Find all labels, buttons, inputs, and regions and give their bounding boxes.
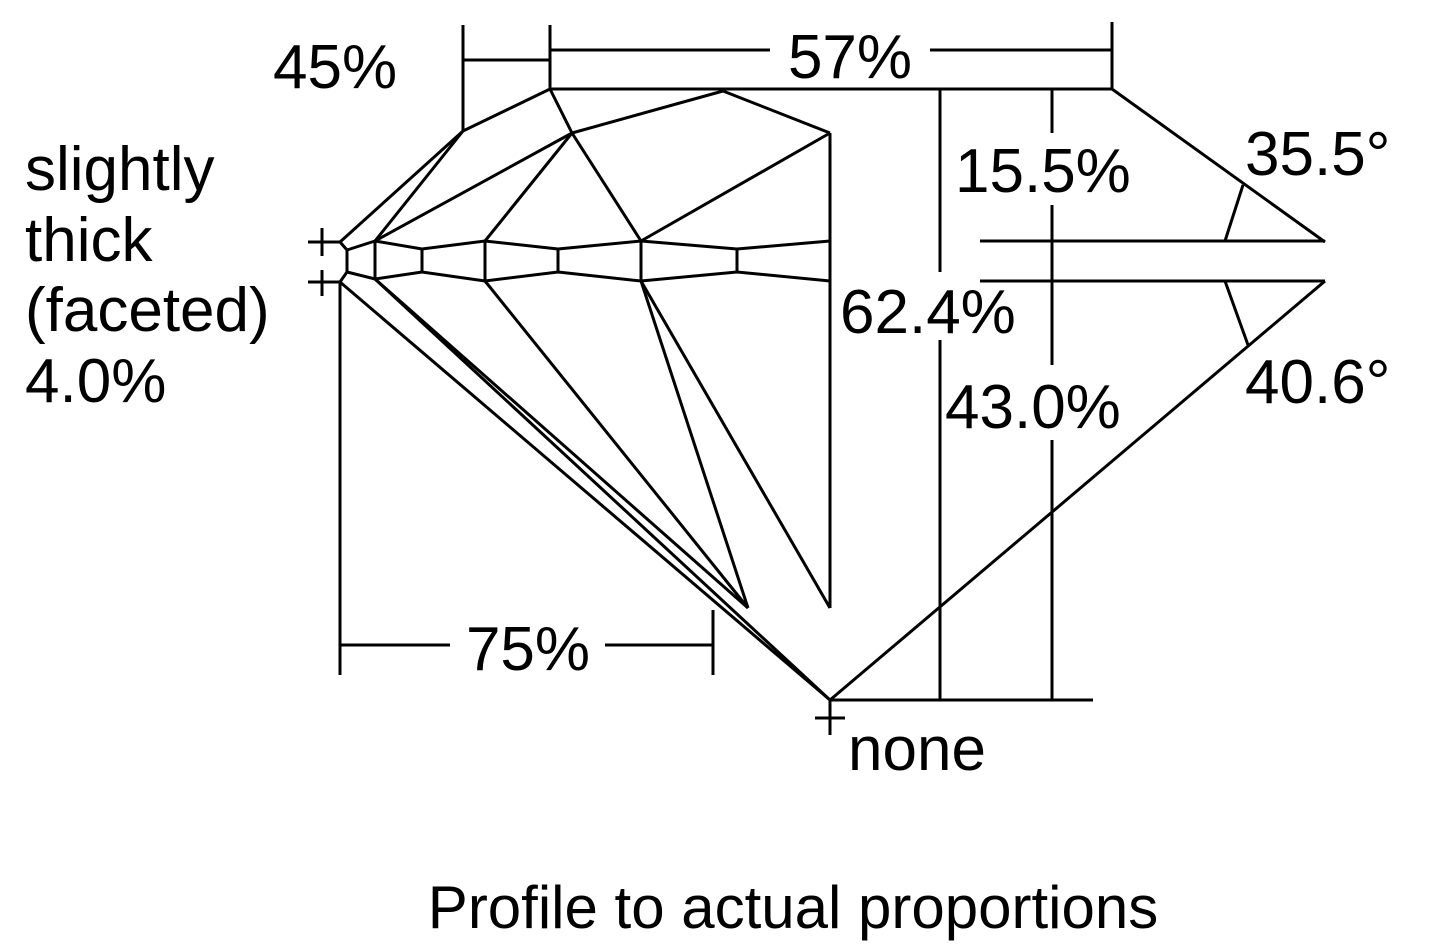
- pavilion-facets: [339, 277, 832, 702]
- diagram-caption: Profile to actual proportions: [428, 874, 1158, 941]
- pavilion-depth-label: 43.0%: [945, 373, 1121, 442]
- crown-depth-label: 15.5%: [955, 137, 1131, 206]
- girdle-facets: [338, 239, 831, 283]
- total-depth-label: 62.4%: [840, 278, 1016, 347]
- girdle-percent-label: 4.0%: [25, 347, 166, 416]
- girdle-label-line2: thick: [25, 206, 153, 275]
- girdle-label-line1: slightly: [25, 135, 215, 204]
- right-profile: [829, 184, 1326, 702]
- dimension-lines: [308, 22, 1114, 735]
- lower-half-label: 75%: [466, 615, 590, 684]
- crown-angle-label: 35.5°: [1245, 120, 1390, 189]
- culet-label: none: [848, 715, 986, 784]
- table-percent-label: 57%: [788, 23, 912, 92]
- girdle-label-line3: (faceted): [25, 276, 270, 345]
- crown-facets: [373, 88, 832, 608]
- pavilion-angle-label: 40.6°: [1245, 348, 1390, 417]
- crown-outline: [338, 87, 1326, 244]
- crown-height-label: 45%: [273, 33, 397, 102]
